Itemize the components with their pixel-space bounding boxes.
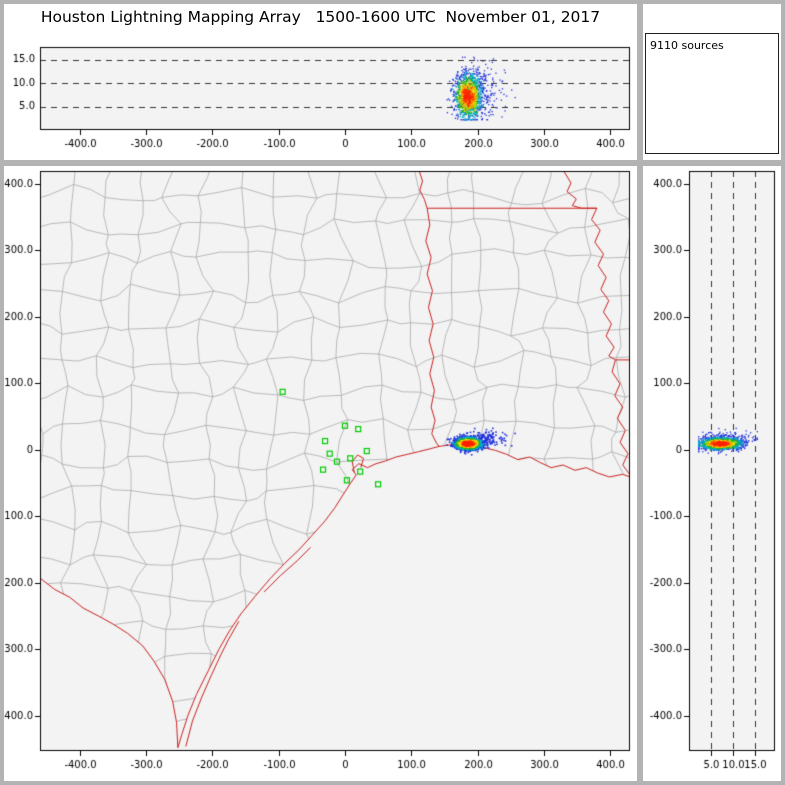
- plan-view-map-panel: [4, 166, 637, 781]
- horizontal-divider: [643, 160, 781, 166]
- sources-count-label: 9110 sources: [650, 39, 724, 52]
- page-title: Houston Lightning Mapping Array 1500-160…: [40, 8, 601, 26]
- right-top-spacer: [643, 4, 781, 30]
- sources-box-wrap: 9110 sources: [643, 30, 781, 160]
- altitude-ns-panel-canvas[interactable]: [643, 166, 781, 781]
- sources-box: 9110 sources: [645, 33, 779, 154]
- horizontal-divider: [4, 160, 637, 166]
- left-column: Houston Lightning Mapping Array 1500-160…: [4, 4, 637, 781]
- plan-view-map-canvas[interactable]: [4, 166, 637, 781]
- altitude-ew-panel-canvas[interactable]: [4, 30, 637, 160]
- right-column: 9110 sources: [643, 4, 781, 781]
- title-bar: Houston Lightning Mapping Array 1500-160…: [4, 4, 637, 30]
- altitude-ew-panel: [4, 30, 637, 160]
- altitude-ns-panel: [643, 166, 781, 781]
